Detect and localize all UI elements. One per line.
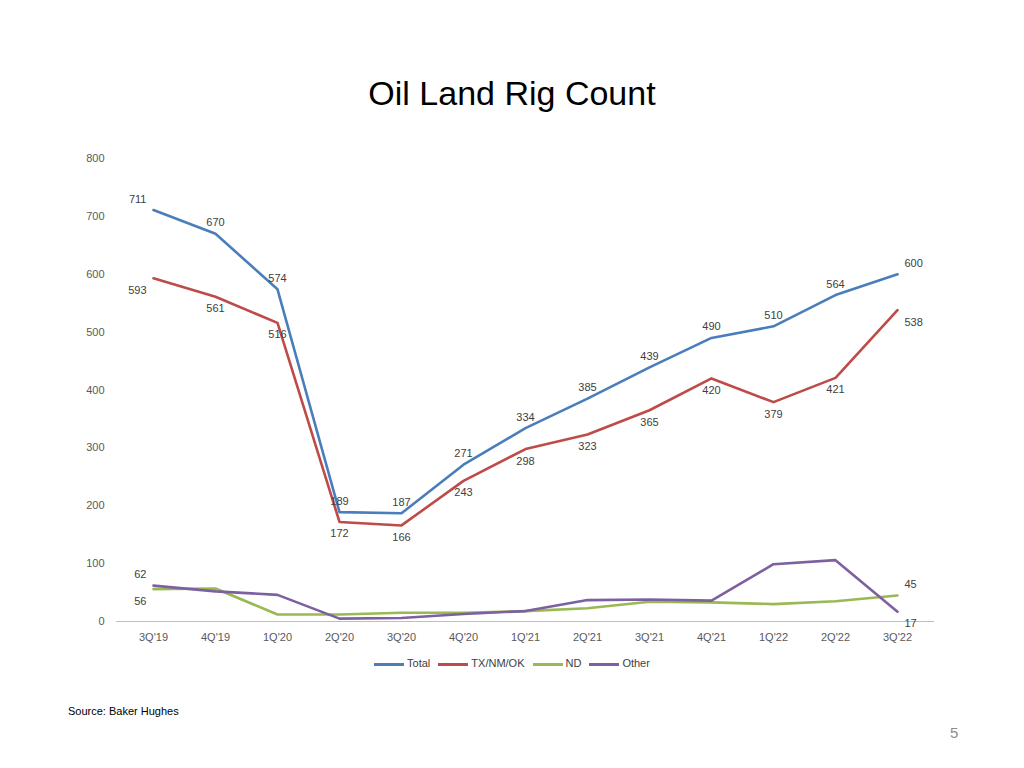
svg-text:3Q'20: 3Q'20: [387, 631, 416, 643]
svg-text:400: 400: [86, 384, 104, 396]
svg-text:600: 600: [905, 257, 923, 269]
svg-text:334: 334: [516, 411, 534, 423]
svg-text:2Q'20: 2Q'20: [325, 631, 354, 643]
html-text:Other: Other: [622, 657, 650, 669]
svg-text:2Q'22: 2Q'22: [821, 631, 850, 643]
svg-text:700: 700: [86, 210, 104, 222]
html-text:TX/NM/OK: TX/NM/OK: [471, 657, 525, 669]
svg-text:323: 323: [578, 440, 596, 452]
svg-text:100: 100: [86, 557, 104, 569]
svg-text:0: 0: [98, 615, 104, 627]
svg-text:800: 800: [86, 152, 104, 164]
svg-text:3Q'21: 3Q'21: [635, 631, 664, 643]
svg-text:1Q'20: 1Q'20: [263, 631, 292, 643]
svg-text:379: 379: [764, 408, 782, 420]
svg-text:670: 670: [206, 216, 224, 228]
html-text:5: 5: [950, 724, 959, 741]
svg-text:300: 300: [86, 441, 104, 453]
svg-text:711: 711: [129, 193, 147, 205]
svg-text:385: 385: [578, 381, 596, 393]
svg-text:17: 17: [905, 617, 917, 629]
svg-text:56: 56: [134, 595, 146, 607]
html-text:ND: ND: [565, 657, 582, 669]
svg-text:3Q'22: 3Q'22: [883, 631, 912, 643]
svg-text:200: 200: [86, 499, 104, 511]
svg-text:1Q'21: 1Q'21: [511, 631, 540, 643]
svg-text:2Q'21: 2Q'21: [573, 631, 602, 643]
svg-text:3Q'19: 3Q'19: [139, 631, 168, 643]
svg-text:4Q'20: 4Q'20: [449, 631, 478, 643]
svg-text:490: 490: [702, 320, 720, 332]
html-text:Total: Total: [407, 657, 431, 669]
svg-text:600: 600: [86, 268, 104, 280]
svg-text:1Q'22: 1Q'22: [759, 631, 788, 643]
svg-text:574: 574: [268, 272, 286, 284]
svg-text:365: 365: [640, 416, 658, 428]
svg-text:593: 593: [128, 284, 146, 296]
html-text:Source: Baker Hughes: Source: Baker Hughes: [68, 705, 179, 717]
svg-text:439: 439: [640, 350, 658, 362]
svg-text:516: 516: [268, 328, 286, 340]
svg-text:561: 561: [206, 302, 224, 314]
svg-text:420: 420: [702, 384, 720, 396]
svg-text:500: 500: [86, 326, 104, 338]
svg-text:62: 62: [134, 568, 146, 580]
svg-text:172: 172: [330, 527, 348, 539]
svg-text:189: 189: [330, 495, 348, 507]
svg-text:166: 166: [392, 531, 410, 543]
svg-text:271: 271: [454, 447, 472, 459]
svg-text:564: 564: [826, 278, 844, 290]
svg-text:243: 243: [454, 486, 472, 498]
html-text:Oil Land Rig Count: Oil Land Rig Count: [368, 74, 656, 112]
svg-text:187: 187: [392, 496, 410, 508]
svg-text:538: 538: [905, 316, 923, 328]
svg-text:45: 45: [905, 578, 917, 590]
svg-text:4Q'19: 4Q'19: [201, 631, 230, 643]
svg-text:298: 298: [516, 455, 534, 467]
svg-text:4Q'21: 4Q'21: [697, 631, 726, 643]
svg-text:510: 510: [764, 309, 782, 321]
svg-text:421: 421: [826, 383, 844, 395]
